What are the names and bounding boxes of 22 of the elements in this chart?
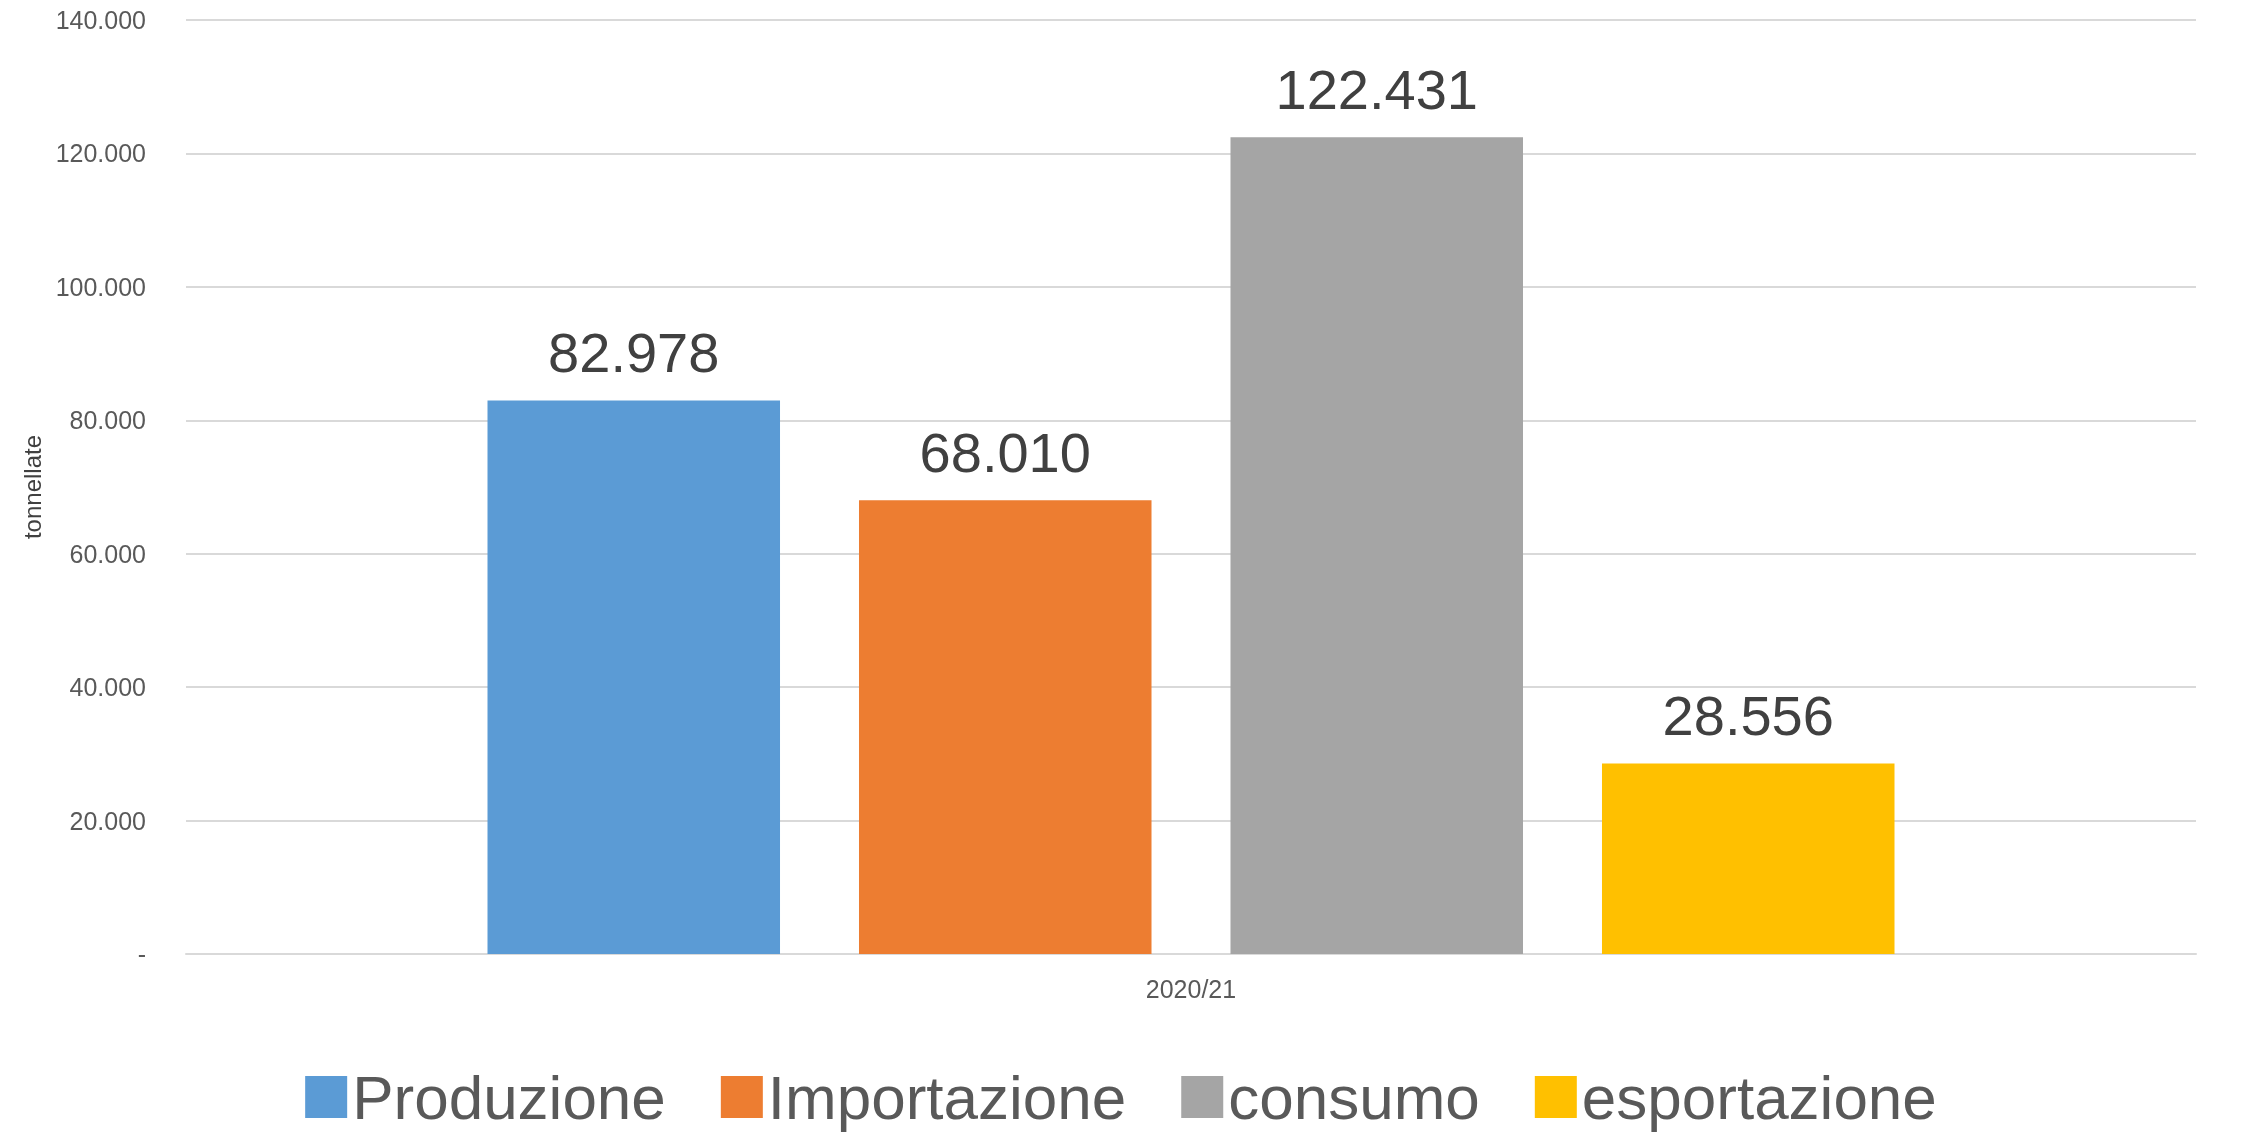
bar — [858, 500, 1152, 954]
data-label: 82.978 — [548, 320, 720, 384]
y-tick-label: 40.000 — [69, 673, 146, 702]
y-axis-title: tonnellate — [19, 434, 47, 540]
legend-label: Importazione — [767, 1062, 1127, 1132]
y-tick-label: 140.000 — [55, 6, 146, 34]
y-tick-label: 120.000 — [55, 139, 146, 168]
data-label: 68.010 — [919, 420, 1091, 484]
bar — [1230, 137, 1524, 954]
legend-label: consumo — [1228, 1062, 1480, 1132]
y-tick-label: - — [137, 940, 146, 968]
y-tick-label: 60.000 — [69, 539, 146, 568]
data-label: 122.431 — [1275, 57, 1478, 121]
legend-label: Produzione — [352, 1062, 666, 1132]
y-tick-label: 80.000 — [69, 406, 146, 435]
y-tick-label: 100.000 — [55, 272, 146, 301]
bar — [487, 400, 781, 954]
x-tick-label: 2020/21 — [1145, 974, 1237, 1003]
legend-label: esportazione — [1581, 1062, 1937, 1132]
y-tick-label: 20.000 — [69, 806, 146, 835]
data-label: 28.556 — [1662, 683, 1834, 747]
bar — [1601, 763, 1895, 954]
